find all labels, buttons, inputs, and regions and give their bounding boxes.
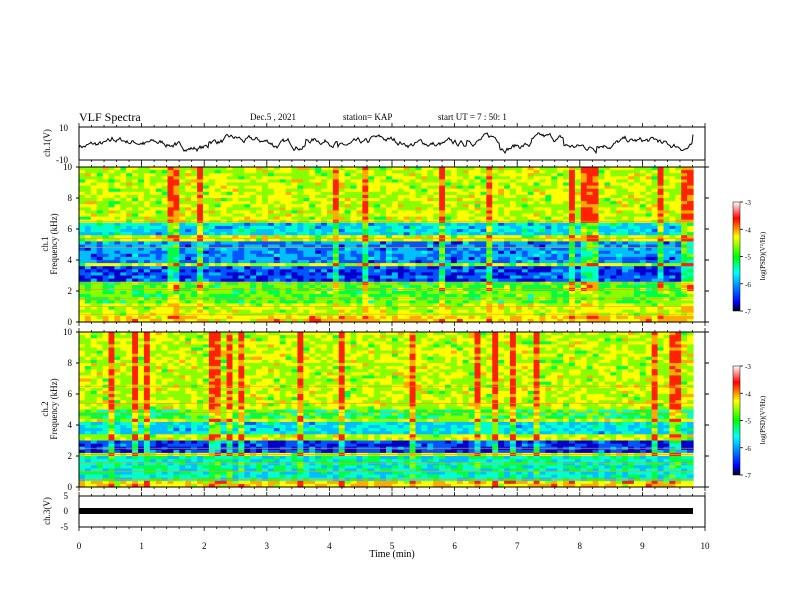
ch2-spectrogram-image (79, 332, 694, 488)
ch1-spectrogram-image (79, 167, 694, 323)
colorbar-tick: -3 (745, 199, 751, 207)
colorbar-tick: -6 (745, 445, 751, 453)
ch3-waveform-panel: 5 0 -5 ch.3(V) (42, 491, 706, 532)
ch2-yticks: 0 2 4 6 8 10 (63, 327, 709, 492)
ch1-ytick-bottom: -10 (56, 155, 68, 165)
ytick-label: 6 (68, 224, 73, 234)
colorbar-tick: -7 (745, 308, 751, 316)
colorbar-tick: -5 (745, 254, 751, 262)
xtick-label: 0 (77, 541, 82, 551)
ytick-label: 2 (68, 451, 73, 461)
time-axis: 0 1 2 3 4 5 6 7 8 9 10 (77, 123, 710, 551)
ch3-waveform-band (79, 508, 693, 514)
colorbar-2-label: log(PSD)(V²/Hz) (759, 395, 767, 444)
ch1-ylabel: ch.1(V) (42, 129, 52, 157)
xtick-label: 8 (578, 541, 583, 551)
ytick-label: 8 (68, 358, 73, 368)
xtick-label: 5 (390, 541, 395, 551)
ch3-ytick-bottom: -5 (61, 522, 69, 532)
colorbar-1-label: log(PSD)(V²/Hz) (759, 231, 767, 280)
ytick-label: 6 (68, 389, 73, 399)
colorbar-tick: -4 (745, 226, 751, 234)
ch3-ylabel: ch.3(V) (42, 497, 52, 525)
ch1-yticks: 0 2 4 6 8 10 (63, 162, 709, 327)
xtick-label: 6 (452, 541, 457, 551)
ch3-ytick-top: 5 (64, 491, 69, 501)
ch1-ytick-top: 10 (59, 123, 69, 133)
colorbar-tick: -5 (745, 418, 751, 426)
ch1-waveform-line (78, 132, 694, 155)
ch1-waveform-panel: 10 -10 ch.1(V) (42, 123, 706, 165)
xtick-label: 3 (265, 541, 270, 551)
ytick-label: 8 (68, 193, 73, 203)
ytick-label: 4 (68, 255, 73, 265)
xtick-label: 7 (515, 541, 520, 551)
colorbar-2: -3 -4 -5 -6 -7 log(PSD)(V²/Hz) (732, 363, 767, 480)
ytick-label: 2 (68, 286, 73, 296)
ch1-spec-ylabel-freq: Frequency (kHz) (49, 213, 59, 274)
chart-title: VLF Spectra (79, 110, 141, 124)
xtick-label: 4 (327, 541, 332, 551)
ch1-spec-ylabel-ch: ch.1 (40, 236, 50, 251)
station-label: station= KAP (343, 112, 393, 122)
colorbar-tick: -6 (745, 281, 751, 289)
ch1-spectrogram-panel: 0 2 4 6 8 10 ch.1 Frequency (kHz) (40, 162, 709, 327)
ytick-label: 0 (68, 317, 73, 327)
date-label: Dec.5 , 2021 (250, 112, 296, 122)
ch2-spec-ylabel-freq: Frequency (kHz) (49, 378, 59, 439)
xaxis-label: Time (min) (369, 549, 414, 560)
xtick-label: 9 (640, 541, 645, 551)
ytick-label: 4 (68, 420, 73, 430)
xtick-label: 10 (701, 541, 711, 551)
ch2-spectrogram-panel: 0 2 4 6 8 10 ch.2 Frequency (kHz) (40, 327, 709, 492)
ytick-label: 0 (68, 482, 73, 492)
colorbar-tick: -3 (745, 363, 751, 371)
start-time-label: start UT = 7 : 50: 1 (438, 112, 507, 122)
colorbar-tick: -7 (745, 472, 751, 480)
ch3-ytick-mid: 0 (64, 506, 69, 516)
colorbar-tick: -4 (745, 390, 751, 398)
ch2-spec-ylabel-ch: ch.2 (40, 401, 50, 416)
colorbar-1: -3 -4 -5 -6 -7 log(PSD)(V²/Hz) (732, 199, 767, 316)
xtick-label: 1 (139, 541, 144, 551)
ytick-label: 10 (63, 327, 73, 337)
xtick-label: 2 (202, 541, 207, 551)
ytick-label: 10 (63, 162, 73, 172)
